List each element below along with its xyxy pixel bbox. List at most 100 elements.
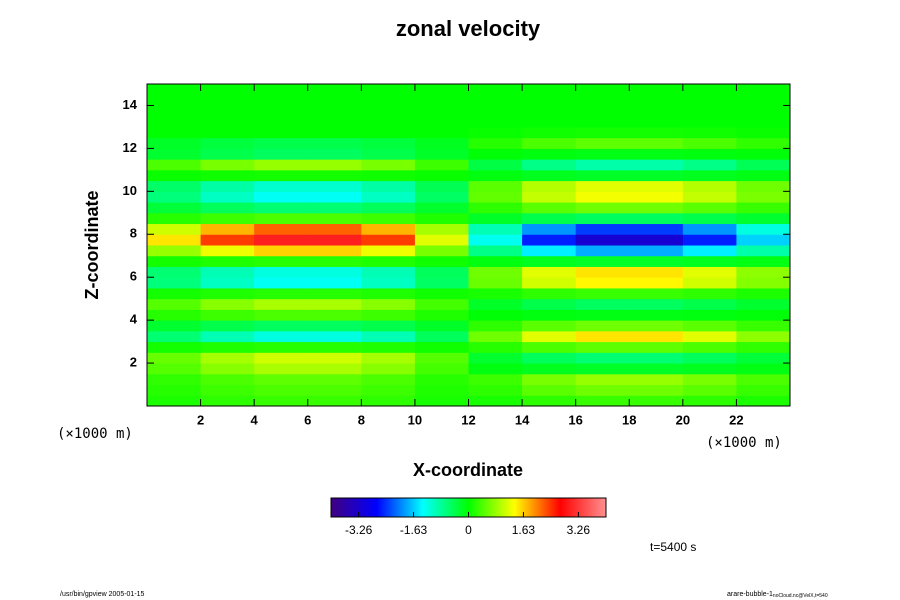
x-tick-label: 18 bbox=[622, 412, 636, 427]
heat-cell bbox=[468, 202, 523, 214]
heat-cell bbox=[575, 341, 630, 353]
heat-cell bbox=[736, 94, 791, 106]
heat-cell bbox=[307, 212, 362, 225]
heat-cell bbox=[629, 363, 684, 375]
heat-cell bbox=[575, 287, 630, 300]
footer-right-sub: noCloud.nc@VelX,t=540 bbox=[773, 593, 828, 599]
heat-cell bbox=[629, 287, 684, 300]
heat-cell bbox=[682, 309, 737, 321]
heat-cell bbox=[307, 352, 362, 364]
heat-cell bbox=[736, 169, 791, 182]
heat-cell bbox=[414, 126, 469, 139]
heat-cell bbox=[200, 287, 255, 300]
x-tick-label: 20 bbox=[676, 412, 690, 427]
heat-cell bbox=[736, 341, 791, 353]
heat-cell bbox=[629, 180, 684, 192]
heat-cell bbox=[629, 266, 684, 278]
heat-cell bbox=[307, 287, 362, 300]
heat-cell bbox=[414, 105, 469, 117]
heat-cell bbox=[361, 223, 416, 235]
heat-cell bbox=[575, 234, 630, 246]
heat-cell bbox=[468, 330, 523, 343]
heat-cell bbox=[736, 320, 791, 332]
heat-cell bbox=[468, 255, 523, 267]
heat-cell bbox=[361, 137, 416, 149]
heat-cell bbox=[361, 298, 416, 310]
heat-cell bbox=[468, 373, 523, 386]
x-unit: (×1000 m) bbox=[706, 435, 782, 451]
heat-cell bbox=[147, 245, 202, 257]
heat-cell bbox=[200, 126, 255, 139]
heat-cell bbox=[200, 363, 255, 375]
heat-cell bbox=[522, 384, 577, 396]
heat-cell bbox=[575, 395, 630, 407]
heat-cell bbox=[522, 223, 577, 235]
heat-cell bbox=[254, 255, 309, 267]
heat-cell bbox=[414, 84, 469, 96]
heat-cell bbox=[522, 84, 577, 96]
heat-cell bbox=[575, 94, 630, 106]
heat-cell bbox=[307, 137, 362, 149]
colorbar-tick-label: 3.26 bbox=[567, 523, 591, 537]
heat-cell bbox=[361, 202, 416, 214]
heat-cell bbox=[147, 212, 202, 225]
heat-cell bbox=[200, 330, 255, 343]
heat-cell bbox=[361, 116, 416, 128]
heat-cell bbox=[414, 94, 469, 106]
heat-cell bbox=[468, 287, 523, 300]
heat-cell bbox=[736, 202, 791, 214]
heat-cell bbox=[147, 363, 202, 375]
heat-cell bbox=[307, 373, 362, 386]
heat-cell bbox=[361, 126, 416, 139]
heat-cell bbox=[307, 169, 362, 182]
heat-cell bbox=[468, 191, 523, 203]
footer-right: arare-bubble-1noCloud.nc@VelX,t=540 bbox=[727, 591, 828, 599]
heat-cell bbox=[629, 245, 684, 257]
heat-cell bbox=[575, 363, 630, 375]
heat-cell bbox=[522, 395, 577, 407]
heat-cell bbox=[629, 84, 684, 96]
heat-cell bbox=[522, 169, 577, 182]
heat-cell bbox=[736, 309, 791, 321]
heat-cell bbox=[307, 330, 362, 343]
heat-cell bbox=[575, 148, 630, 160]
heat-cell bbox=[254, 341, 309, 353]
heat-cell bbox=[468, 234, 523, 246]
heat-cell bbox=[682, 266, 737, 278]
heat-cell bbox=[575, 309, 630, 321]
heat-cell bbox=[200, 202, 255, 214]
heat-cell bbox=[629, 105, 684, 117]
colorbar-tick-label: -1.63 bbox=[400, 523, 428, 537]
heat-cell bbox=[736, 116, 791, 128]
heat-cell bbox=[254, 298, 309, 310]
heat-cell bbox=[307, 341, 362, 353]
heat-cell bbox=[361, 148, 416, 160]
heat-cell bbox=[682, 363, 737, 375]
heat-cell bbox=[736, 384, 791, 396]
heat-cell bbox=[629, 373, 684, 386]
heat-cell bbox=[629, 395, 684, 407]
heat-cell bbox=[522, 212, 577, 225]
heat-cell bbox=[147, 180, 202, 192]
heat-cell bbox=[736, 352, 791, 364]
heat-cell bbox=[575, 330, 630, 343]
y-tick-label: 6 bbox=[130, 269, 137, 284]
heat-cell bbox=[200, 223, 255, 235]
y-tick-label: 4 bbox=[130, 312, 138, 327]
heat-cell bbox=[147, 384, 202, 396]
heat-cell bbox=[361, 159, 416, 171]
heat-cell bbox=[147, 234, 202, 246]
heat-cell bbox=[522, 330, 577, 343]
heat-cell bbox=[736, 266, 791, 278]
heat-cell bbox=[361, 287, 416, 300]
heat-cell bbox=[522, 116, 577, 128]
heat-cell bbox=[254, 126, 309, 139]
heat-cell bbox=[682, 352, 737, 364]
heat-cell bbox=[254, 191, 309, 203]
heat-cell bbox=[361, 234, 416, 246]
heat-cell bbox=[468, 245, 523, 257]
heat-cell bbox=[575, 159, 630, 171]
heat-cell bbox=[522, 341, 577, 353]
y-axis-title: Z-coordinate bbox=[82, 190, 102, 299]
heat-cell bbox=[629, 116, 684, 128]
